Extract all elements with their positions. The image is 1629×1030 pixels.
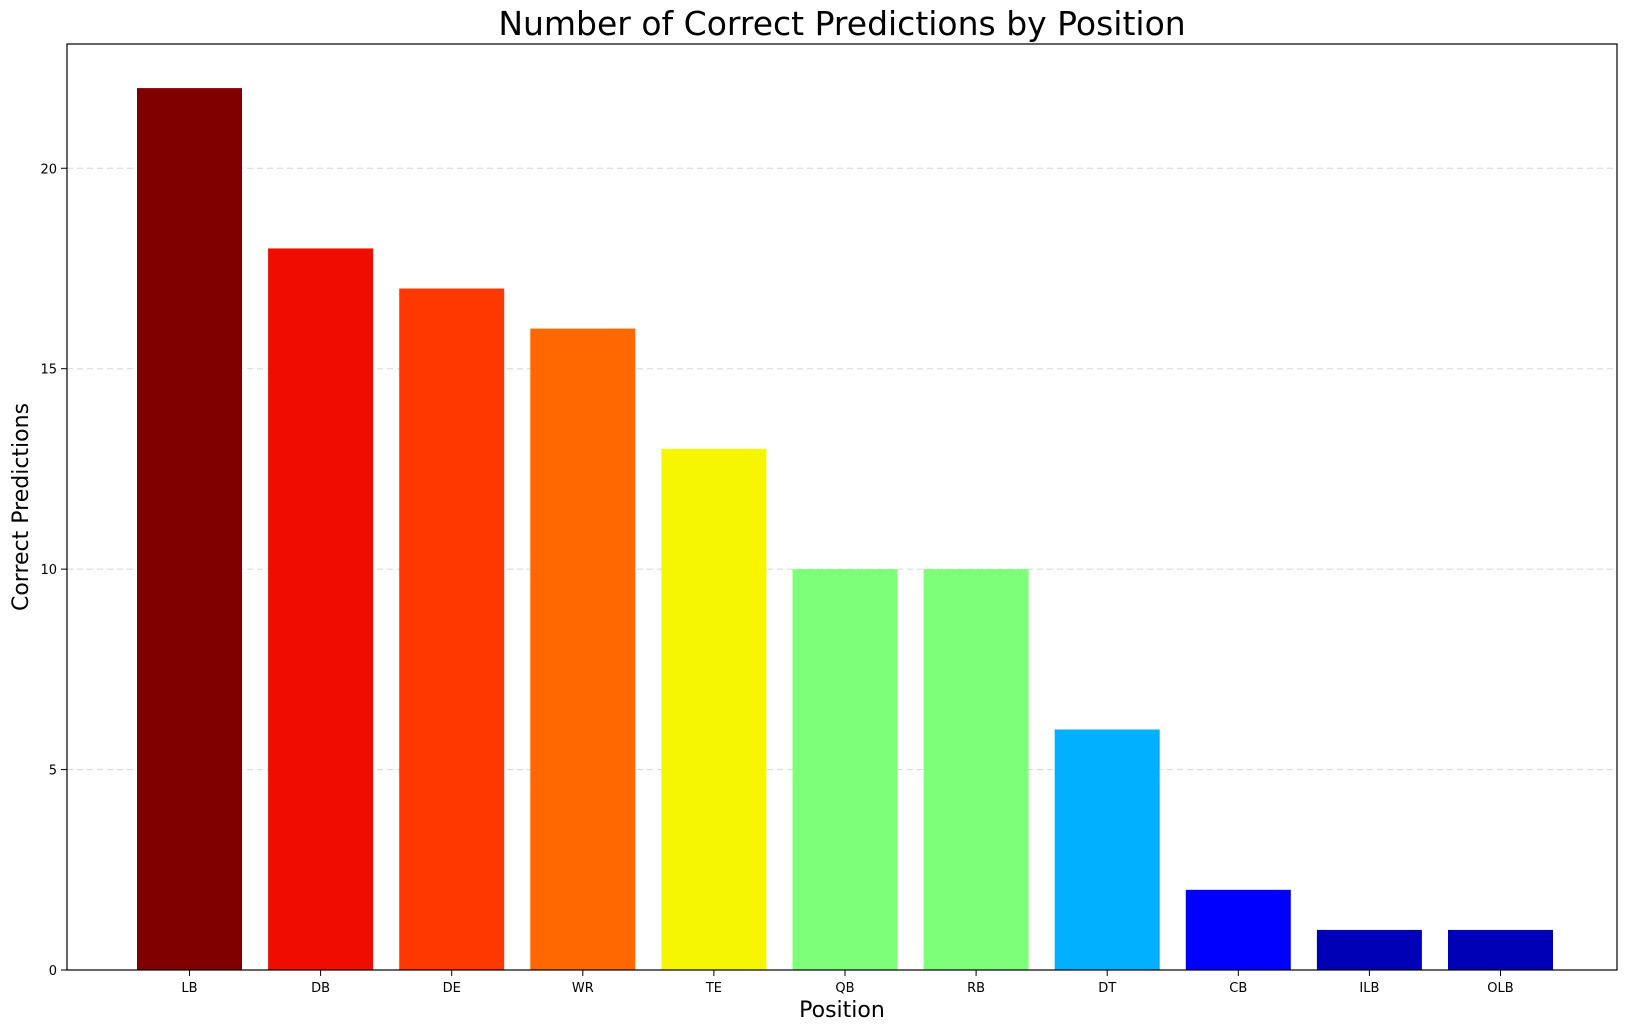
y-tick-label: 15: [40, 363, 57, 378]
x-tick-label: ILB: [1359, 981, 1379, 996]
x-tick-label: QB: [835, 981, 854, 996]
x-axis-label: Position: [799, 998, 885, 1023]
chart-title: Number of Correct Predictions by Positio…: [498, 4, 1185, 43]
y-tick-label: 20: [40, 162, 57, 177]
y-tick-label: 5: [49, 764, 57, 779]
bar-te: [661, 448, 767, 970]
y-axis-label: Correct Predictions: [9, 403, 34, 611]
y-tick-label: 10: [40, 563, 57, 578]
x-tick-label: OLB: [1487, 981, 1513, 996]
ticks: 0 5 10 15 20 LB DB DE WR TE QB RB DT CB ILB OLB: [40, 162, 1513, 996]
bar-dt: [1054, 729, 1160, 970]
x-tick-label: TE: [705, 981, 722, 996]
x-tick-label: RB: [967, 981, 985, 996]
bar-lb: [137, 88, 242, 971]
bar-rb: [923, 569, 1029, 970]
x-tick-label: WR: [572, 981, 594, 996]
x-tick-label: CB: [1229, 981, 1247, 996]
bar-olb: [1448, 929, 1553, 970]
bar-db: [268, 248, 374, 971]
bar-qb: [792, 569, 898, 970]
x-tick-label: DT: [1098, 981, 1116, 996]
bar-cb: [1185, 889, 1291, 970]
bar-de: [399, 288, 505, 970]
axes-frame: [66, 43, 1618, 971]
x-tick-label: DE: [443, 981, 461, 996]
x-tick-label: LB: [181, 981, 197, 996]
y-tick-label: 0: [49, 964, 57, 979]
x-tick-label: DB: [311, 981, 330, 996]
bar-wr: [530, 328, 636, 970]
bar-ilb: [1316, 929, 1422, 970]
bars: [137, 88, 1553, 971]
